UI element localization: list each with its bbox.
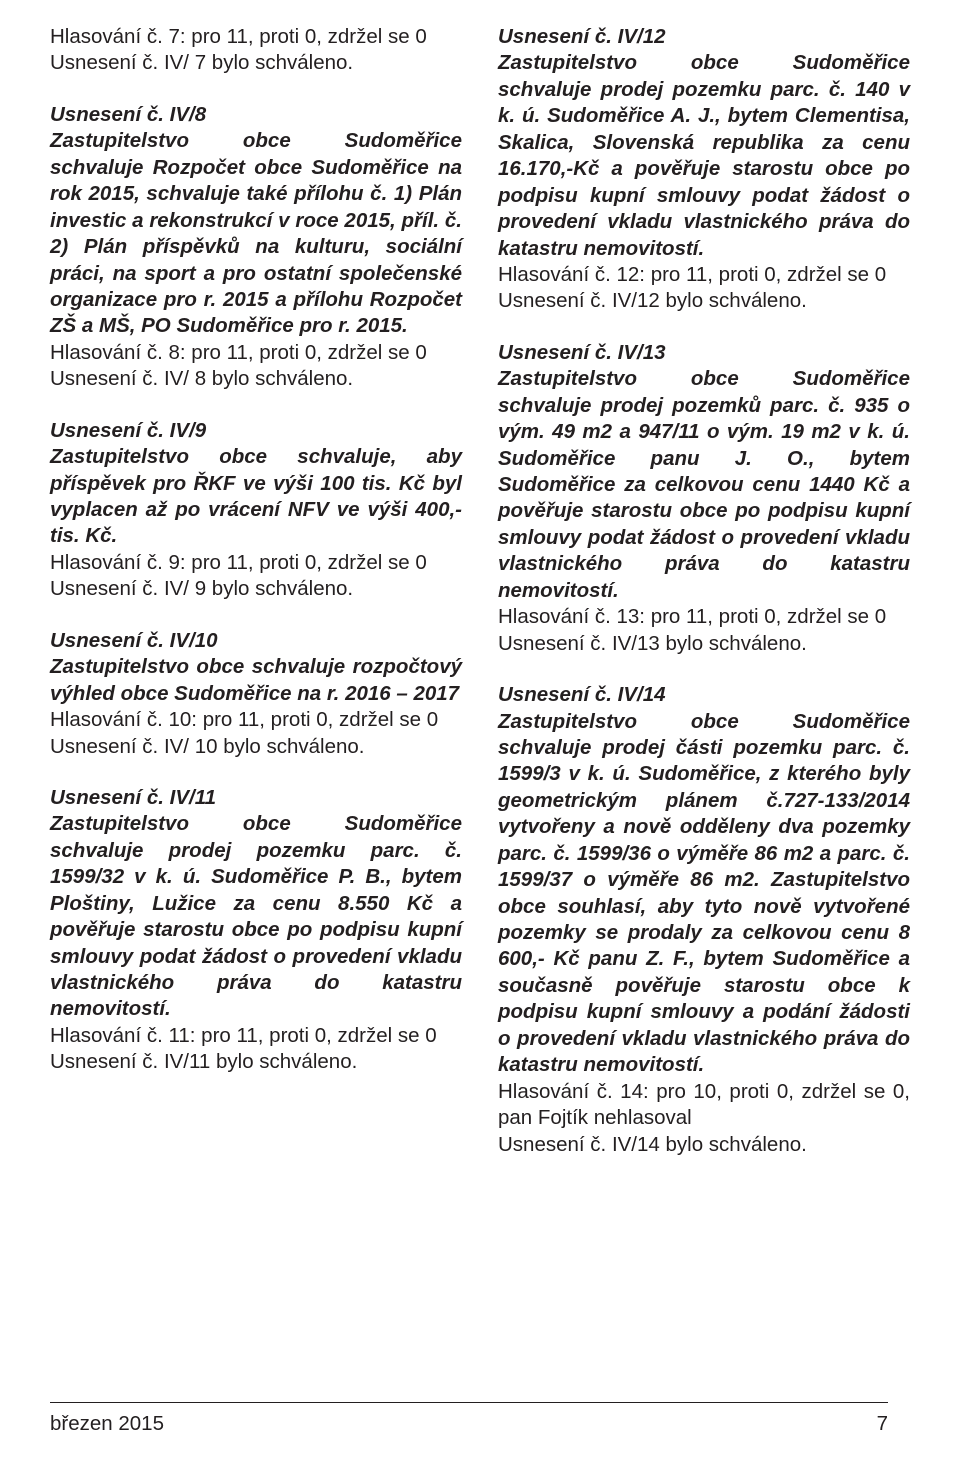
approved-line: Usnesení č. IV/ 8 bylo schváleno.: [50, 367, 353, 390]
two-column-body: Hlasování č. 7: pro 11, proti 0, zdržel …: [50, 24, 910, 1158]
resolution-heading: Usnesení č. IV/12: [498, 25, 666, 48]
page-footer: březen 2015 7: [50, 1402, 888, 1436]
resolution-iv13: Usnesení č. IV/13 Zastupitelstvo obce Su…: [498, 340, 910, 657]
vote-line: Hlasování č. 8: pro 11, proti 0, zdržel …: [50, 341, 427, 364]
resolution-heading: Usnesení č. IV/14: [498, 683, 666, 706]
vote-line: Hlasování č. 10: pro 11, proti 0, zdržel…: [50, 708, 438, 731]
vote-line: Hlasování č. 9: pro 11, proti 0, zdržel …: [50, 551, 427, 574]
approved-line: Usnesení č. IV/ 7 bylo schváleno.: [50, 51, 353, 74]
page-number: 7: [877, 1412, 888, 1436]
resolution-body: Zastupitelstvo obce Sudoměřice schvaluje…: [498, 710, 910, 1077]
resolution-iv9: Usnesení č. IV/9 Zastupitelstvo obce sch…: [50, 418, 462, 603]
approved-line: Usnesení č. IV/13 bylo schváleno.: [498, 632, 807, 655]
resolution-body: Zastupitelstvo obce schvaluje rozpočtový…: [50, 655, 462, 704]
resolution-iv10: Usnesení č. IV/10 Zastupitelstvo obce sc…: [50, 628, 462, 760]
approved-line: Usnesení č. IV/14 bylo schváleno.: [498, 1133, 807, 1156]
resolution-iv8: Usnesení č. IV/8 Zastupitelstvo obce Sud…: [50, 102, 462, 393]
resolution-heading: Usnesení č. IV/10: [50, 629, 218, 652]
resolution-body: Zastupitelstvo obce schvaluje, aby přísp…: [50, 445, 462, 547]
vote-line: Hlasování č. 11: pro 11, proti 0, zdržel…: [50, 1024, 437, 1047]
resolution-iv11: Usnesení č. IV/11 Zastupitelstvo obce Su…: [50, 785, 462, 1076]
approved-line: Usnesení č. IV/ 9 bylo schváleno.: [50, 577, 353, 600]
resolution-iv12: Usnesení č. IV/12 Zastupitelstvo obce Su…: [498, 24, 910, 315]
resolution-body: Zastupitelstvo obce Sudoměřice schvaluje…: [498, 367, 910, 602]
resolution-heading: Usnesení č. IV/8: [50, 103, 206, 126]
resolution-iv7-result: Hlasování č. 7: pro 11, proti 0, zdržel …: [50, 24, 462, 77]
approved-line: Usnesení č. IV/12 bylo schváleno.: [498, 289, 807, 312]
resolution-heading: Usnesení č. IV/13: [498, 341, 666, 364]
vote-line: Hlasování č. 12: pro 11, proti 0, zdržel…: [498, 263, 886, 286]
resolution-body: Zastupitelstvo obce Sudoměřice schvaluje…: [50, 812, 462, 1020]
resolution-body: Zastupitelstvo obce Sudoměřice schvaluje…: [498, 51, 910, 259]
approved-line: Usnesení č. IV/11 bylo schváleno.: [50, 1050, 357, 1073]
footer-date: březen 2015: [50, 1412, 164, 1436]
resolution-body: Zastupitelstvo obce Sudoměřice schvaluje…: [50, 129, 462, 337]
resolution-heading: Usnesení č. IV/11: [50, 786, 216, 809]
vote-line: Hlasování č. 7: pro 11, proti 0, zdržel …: [50, 25, 427, 48]
approved-line: Usnesení č. IV/ 10 bylo schváleno.: [50, 735, 365, 758]
resolution-heading: Usnesení č. IV/9: [50, 419, 206, 442]
vote-line: Hlasování č. 14: pro 10, proti 0, zdržel…: [498, 1080, 910, 1129]
resolution-iv14: Usnesení č. IV/14 Zastupitelstvo obce Su…: [498, 682, 910, 1158]
vote-line: Hlasování č. 13: pro 11, proti 0, zdržel…: [498, 605, 886, 628]
